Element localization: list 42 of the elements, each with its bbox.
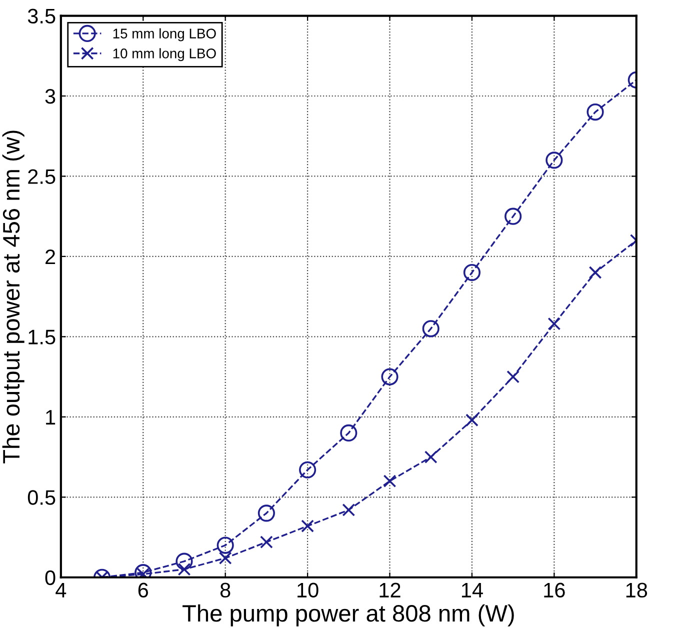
point [299,461,316,478]
y-tick-label: 2 [46,249,56,264]
y-tick-label: 3 [45,89,56,104]
point [504,208,522,225]
point [340,424,358,442]
x-tick-label: 6 [138,582,148,598]
x-axis-title: The pump power at 808 nm (W) [182,604,514,626]
x-tick-label: 8 [220,582,230,598]
point [260,536,273,549]
point [422,320,440,338]
point [383,474,396,488]
y-tick-label: 3.5 [28,8,56,24]
y-tick-label: 0 [45,570,56,586]
y-tick-label: 1.5 [28,330,56,344]
point [178,562,191,576]
legend-label: 10 mm long LBO [113,48,216,62]
point [466,414,478,427]
x-tick-label: 14 [462,582,483,598]
x-tick-label: 16 [544,582,565,598]
point [424,450,438,464]
point [218,552,232,565]
point [586,104,604,121]
x-tick-label: 18 [626,582,648,598]
point [506,370,520,384]
x-tick-label: 4 [56,582,66,598]
point [463,264,481,282]
point [381,368,398,386]
y-axis-title: The output power at 456 nm (w) [2,130,24,464]
x-tick-label: 10 [298,582,318,598]
point [301,520,314,532]
point [548,317,561,330]
y-tick-label: 1 [46,410,56,424]
point [546,152,563,169]
point [176,552,193,570]
point [342,504,356,516]
point [216,536,234,554]
point [588,266,602,279]
x-tick-label: 12 [380,582,400,598]
y-tick-label: 0.5 [28,490,56,505]
legend-label: 15 mm long LBO [113,28,216,42]
point [258,504,275,522]
y-tick-label: 2.5 [28,169,56,184]
